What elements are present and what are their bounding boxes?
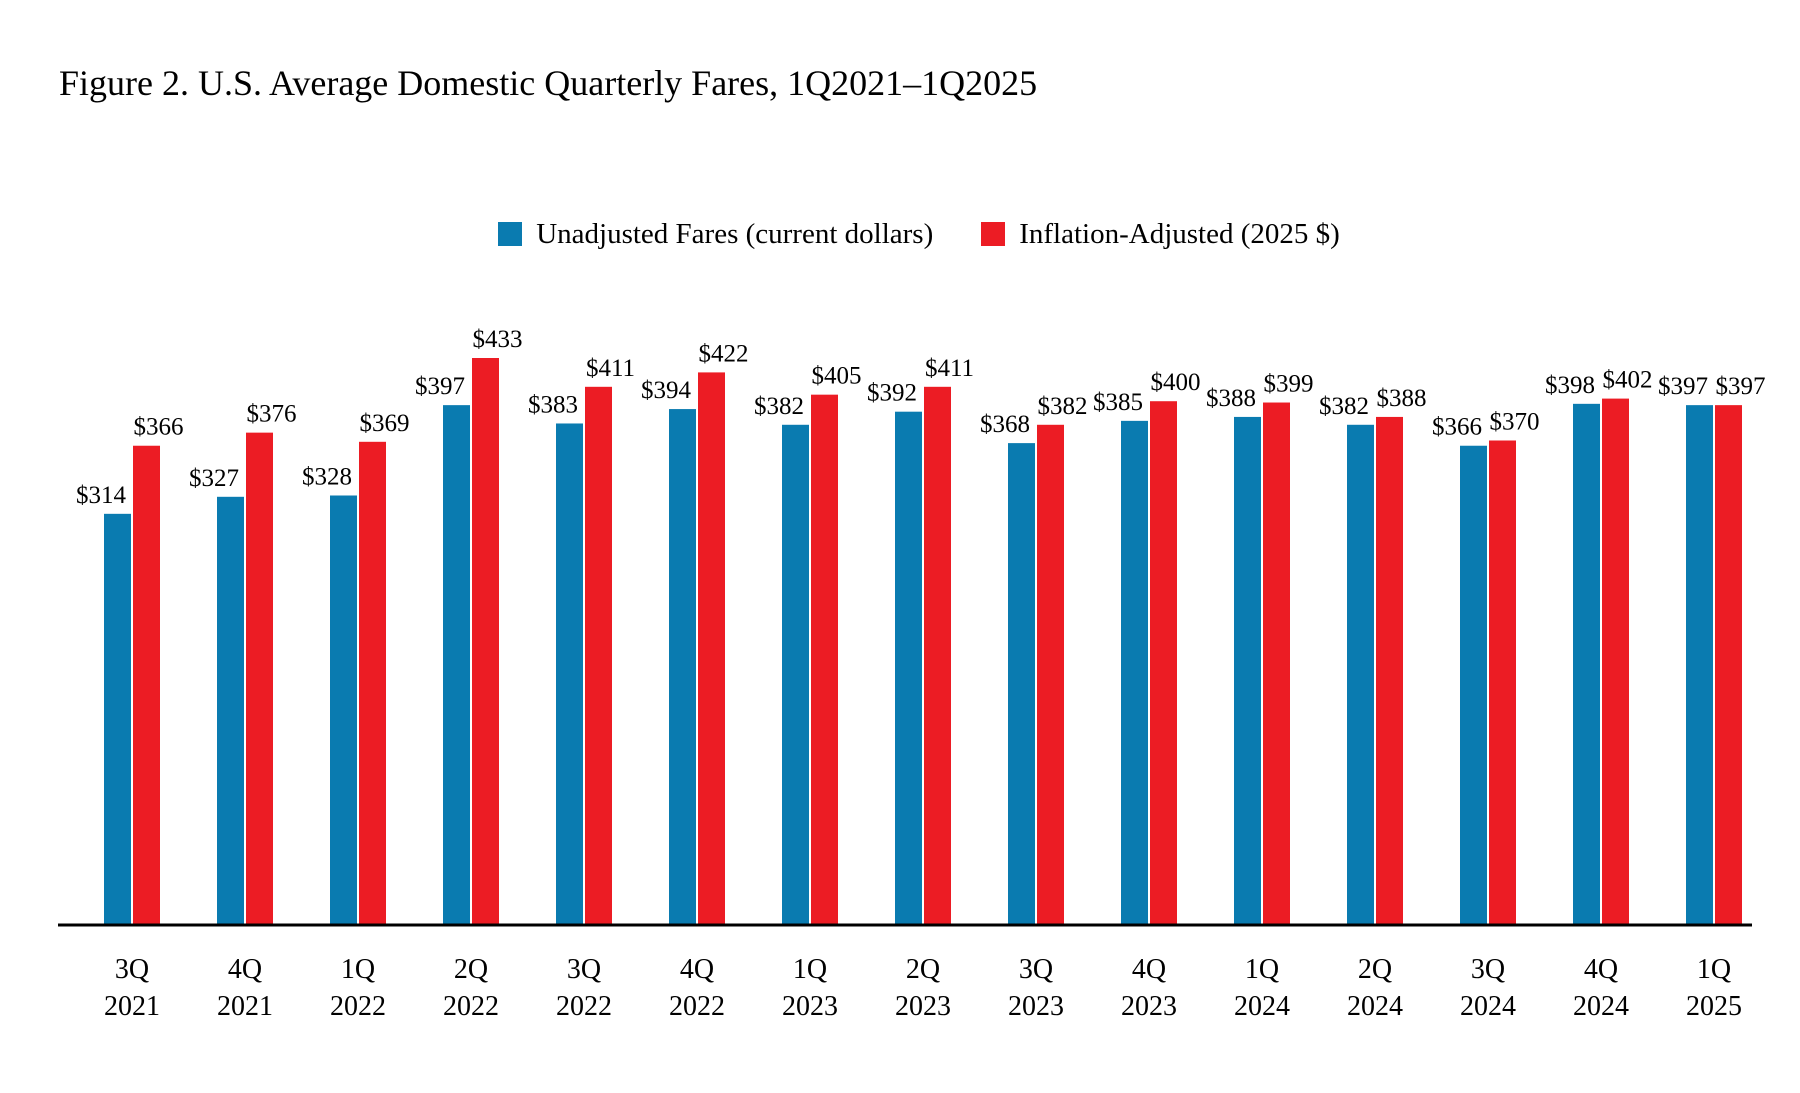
data-label-inflation-adjusted-3q-2024: $370 <box>1490 408 1540 435</box>
data-label-inflation-adjusted-4q-2023: $400 <box>1151 369 1201 396</box>
x-tick-quarter: 4Q <box>680 954 714 985</box>
bar-unadjusted-3q-2022 <box>556 423 583 925</box>
bar-inflation-adjusted-1q-2025 <box>1715 405 1742 925</box>
x-tick-quarter: 2Q <box>1358 954 1392 985</box>
x-tick-quarter: 4Q <box>228 954 262 985</box>
x-tick-quarter: 1Q <box>793 954 827 985</box>
bar-inflation-adjusted-2q-2024 <box>1376 416 1403 925</box>
x-tick-year: 2023 <box>782 991 838 1022</box>
bar-inflation-adjusted-3q-2023 <box>1037 424 1064 925</box>
bar-unadjusted-4q-2021 <box>217 496 244 925</box>
data-label-unadjusted-3q-2024: $366 <box>1432 414 1482 441</box>
legend-label-unadjusted: Unadjusted Fares (current dollars) <box>536 217 934 250</box>
data-label-unadjusted-1q-2022: $328 <box>302 463 352 490</box>
x-tick-year: 2022 <box>556 991 612 1022</box>
chart-title: Figure 2. U.S. Average Domestic Quarterl… <box>59 63 1038 103</box>
bar-unadjusted-1q-2025 <box>1686 405 1713 925</box>
data-label-inflation-adjusted-1q-2024: $399 <box>1264 371 1314 398</box>
chart-legend: Unadjusted Fares (current dollars) Infla… <box>0 212 1800 256</box>
data-label-inflation-adjusted-2q-2024: $388 <box>1377 385 1427 412</box>
x-tick-quarter: 1Q <box>1245 954 1279 985</box>
data-label-unadjusted-3q-2021: $314 <box>76 482 127 509</box>
data-label-unadjusted-2q-2023: $392 <box>867 380 917 407</box>
x-tick-year: 2024 <box>1347 991 1403 1022</box>
x-tick-year: 2022 <box>669 991 725 1022</box>
bar-unadjusted-4q-2023 <box>1121 420 1148 925</box>
data-label-unadjusted-2q-2022: $397 <box>415 373 465 400</box>
data-label-unadjusted-4q-2023: $385 <box>1093 389 1143 416</box>
x-tick-year: 2023 <box>1008 991 1064 1022</box>
bar-inflation-adjusted-4q-2024 <box>1602 398 1629 926</box>
data-label-inflation-adjusted-1q-2025: $397 <box>1716 373 1766 400</box>
data-label-unadjusted-3q-2023: $368 <box>980 411 1030 438</box>
bar-unadjusted-2q-2023 <box>895 411 922 925</box>
legend-item-inflation-adjusted: Inflation-Adjusted (2025 $) <box>981 218 1340 251</box>
x-tick-year: 2023 <box>895 991 951 1022</box>
data-label-unadjusted-4q-2022: $394 <box>641 377 692 404</box>
bar-unadjusted-3q-2024 <box>1460 445 1487 925</box>
data-label-inflation-adjusted-4q-2021: $376 <box>247 401 297 428</box>
x-tick-year: 2024 <box>1460 991 1516 1022</box>
x-tick-year: 2025 <box>1686 991 1742 1022</box>
bar-unadjusted-4q-2022 <box>669 409 696 925</box>
bar-inflation-adjusted-4q-2023 <box>1150 401 1177 925</box>
bar-inflation-adjusted-3q-2024 <box>1489 440 1516 925</box>
bar-inflation-adjusted-3q-2021 <box>133 445 160 925</box>
data-label-inflation-adjusted-3q-2021: $366 <box>134 414 184 441</box>
x-tick-quarter: 3Q <box>115 954 149 985</box>
bar-unadjusted-1q-2022 <box>330 495 357 925</box>
bar-inflation-adjusted-4q-2021 <box>246 432 273 925</box>
bar-unadjusted-3q-2021 <box>104 513 131 925</box>
x-tick-quarter: 3Q <box>1471 954 1505 985</box>
bar-unadjusted-1q-2023 <box>782 424 809 925</box>
x-tick-year: 2021 <box>217 991 273 1022</box>
x-tick-quarter: 2Q <box>906 954 940 985</box>
bar-inflation-adjusted-1q-2023 <box>811 394 838 925</box>
x-tick-quarter: 1Q <box>341 954 375 985</box>
bar-inflation-adjusted-2q-2023 <box>924 386 951 925</box>
legend-swatch-unadjusted <box>498 222 523 246</box>
data-label-inflation-adjusted-4q-2024: $402 <box>1603 367 1653 394</box>
legend-item-unadjusted: Unadjusted Fares (current dollars) <box>498 218 933 251</box>
x-tick-year: 2022 <box>443 991 499 1022</box>
x-tick-year: 2023 <box>1121 991 1177 1022</box>
data-label-inflation-adjusted-1q-2022: $369 <box>360 410 410 437</box>
x-tick-quarter: 3Q <box>1019 954 1053 985</box>
bar-inflation-adjusted-1q-2024 <box>1263 402 1290 925</box>
x-tick-quarter: 4Q <box>1132 954 1166 985</box>
data-label-inflation-adjusted-3q-2022: $411 <box>586 355 635 382</box>
bar-inflation-adjusted-3q-2022 <box>585 386 612 925</box>
x-tick-quarter: 2Q <box>454 954 488 985</box>
data-label-unadjusted-4q-2021: $327 <box>189 465 239 492</box>
x-tick-year: 2024 <box>1573 991 1629 1022</box>
data-label-inflation-adjusted-4q-2022: $422 <box>699 340 749 367</box>
x-tick-year: 2022 <box>330 991 386 1022</box>
x-tick-quarter: 4Q <box>1584 954 1618 985</box>
data-label-inflation-adjusted-1q-2023: $405 <box>812 363 862 390</box>
x-tick-quarter: 3Q <box>567 954 601 985</box>
legend-label-inflation-adjusted: Inflation-Adjusted (2025 $) <box>1019 217 1340 250</box>
bar-inflation-adjusted-1q-2022 <box>359 441 386 925</box>
data-label-unadjusted-1q-2025: $397 <box>1658 373 1708 400</box>
data-label-unadjusted-1q-2024: $388 <box>1206 385 1256 412</box>
data-label-inflation-adjusted-2q-2022: $433 <box>473 326 523 353</box>
bar-unadjusted-3q-2023 <box>1008 443 1035 925</box>
x-tick-quarter: 1Q <box>1697 954 1731 985</box>
data-label-inflation-adjusted-2q-2023: $411 <box>925 355 974 382</box>
bar-unadjusted-1q-2024 <box>1234 416 1261 925</box>
bar-inflation-adjusted-4q-2022 <box>698 372 725 925</box>
data-label-inflation-adjusted-3q-2023: $382 <box>1038 393 1088 420</box>
data-label-unadjusted-3q-2022: $383 <box>528 391 578 418</box>
data-label-unadjusted-2q-2024: $382 <box>1319 393 1369 420</box>
data-label-unadjusted-4q-2024: $398 <box>1545 372 1595 399</box>
bar-inflation-adjusted-2q-2022 <box>472 358 499 925</box>
bar-unadjusted-2q-2024 <box>1347 424 1374 925</box>
bar-unadjusted-4q-2024 <box>1573 403 1600 925</box>
x-tick-year: 2024 <box>1234 991 1290 1022</box>
x-tick-year: 2021 <box>104 991 160 1022</box>
bar-unadjusted-2q-2022 <box>443 405 470 925</box>
data-label-unadjusted-1q-2023: $382 <box>754 393 804 420</box>
legend-swatch-inflation-adjusted <box>981 222 1006 246</box>
